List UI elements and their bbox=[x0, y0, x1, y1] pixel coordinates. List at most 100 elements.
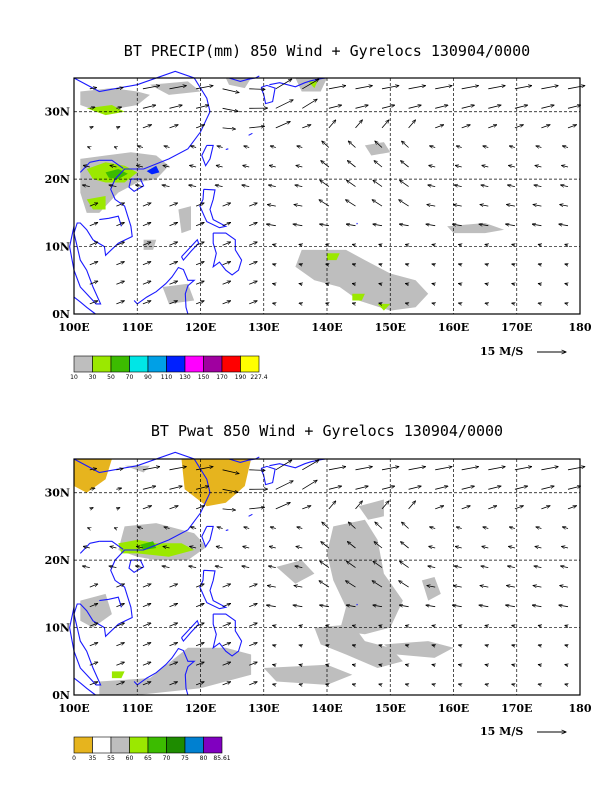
shade-patch bbox=[80, 88, 150, 112]
colorbar-label: 55 bbox=[107, 755, 115, 762]
wind-vector bbox=[242, 566, 250, 568]
shade-patch bbox=[178, 206, 191, 234]
wind-vector bbox=[565, 684, 568, 685]
wind-vector bbox=[352, 284, 355, 285]
wind-vector bbox=[116, 88, 123, 89]
wind-vector bbox=[142, 662, 151, 666]
wind-vector bbox=[481, 566, 489, 568]
wind-vector bbox=[142, 643, 151, 647]
wind-vector bbox=[295, 566, 303, 568]
wind-vector bbox=[142, 301, 151, 305]
coastline bbox=[73, 677, 96, 696]
wind-vector bbox=[565, 625, 568, 626]
wind-vector bbox=[405, 303, 408, 304]
wind-vector bbox=[195, 223, 204, 227]
wind-vector bbox=[328, 501, 336, 510]
coastline bbox=[69, 607, 102, 686]
wind-vector bbox=[142, 203, 151, 207]
wind-vector bbox=[142, 223, 151, 227]
wind-vector bbox=[561, 566, 569, 568]
wind-vector bbox=[512, 684, 515, 685]
wind-vector bbox=[89, 88, 97, 89]
wind-vector bbox=[169, 623, 178, 627]
wind-vector bbox=[562, 165, 569, 167]
wind-vector bbox=[373, 224, 383, 226]
wind-vector bbox=[485, 284, 488, 285]
colorbar-swatch bbox=[129, 355, 149, 373]
wind-vector bbox=[116, 262, 124, 266]
wind-vector bbox=[142, 682, 151, 686]
wind-vector bbox=[169, 86, 187, 90]
wind-vector bbox=[408, 120, 416, 129]
y-tick-label: 30N bbox=[45, 106, 70, 119]
wind-vector bbox=[222, 623, 231, 627]
wind-vector bbox=[249, 242, 257, 246]
wind-vector bbox=[299, 684, 302, 685]
wind-vector bbox=[267, 205, 276, 207]
wind-vector bbox=[273, 645, 276, 646]
wind-vector bbox=[196, 486, 209, 490]
wind-vector bbox=[565, 303, 568, 304]
wind-vector bbox=[293, 224, 303, 226]
wind-vector bbox=[195, 203, 204, 207]
wind-vector bbox=[559, 224, 569, 226]
wind-vector bbox=[222, 662, 231, 666]
wind-vector bbox=[459, 645, 462, 646]
wind-vector bbox=[136, 185, 143, 187]
wind-vector bbox=[402, 141, 409, 148]
wind-vector bbox=[142, 125, 152, 129]
wind-vector bbox=[217, 527, 223, 529]
y-tick-label: 20N bbox=[45, 173, 70, 186]
wind-vector bbox=[399, 605, 409, 607]
wind-vector bbox=[479, 224, 489, 226]
wind-vector bbox=[222, 88, 239, 93]
wind-vector bbox=[169, 584, 178, 588]
wind-vector bbox=[242, 185, 250, 187]
y-tick-label: 30N bbox=[45, 487, 70, 500]
colorbar-label: 227.4 bbox=[250, 374, 267, 381]
colorbar-label: 85.61 bbox=[213, 755, 230, 762]
wind-vector bbox=[169, 203, 178, 207]
coastline bbox=[181, 619, 200, 643]
wind-vector bbox=[302, 480, 317, 490]
wind-vector bbox=[116, 127, 119, 128]
wind-vector bbox=[142, 604, 151, 608]
shade-patch bbox=[263, 664, 353, 685]
wind-vector bbox=[216, 165, 223, 167]
wind-vector bbox=[267, 605, 276, 607]
y-tick-label: 10N bbox=[45, 622, 70, 635]
wind-vector bbox=[222, 643, 231, 647]
wind-vector bbox=[435, 125, 444, 129]
wind-vector bbox=[137, 527, 144, 529]
wind-vector bbox=[512, 645, 515, 646]
shade-patch bbox=[358, 499, 384, 520]
wind-vector bbox=[408, 86, 426, 90]
chart-title-1: BT PRECIP(mm) 850 Wind + Gyrelocs 130904… bbox=[124, 42, 530, 60]
wind-vector bbox=[299, 645, 302, 646]
wind-vector bbox=[381, 467, 399, 471]
coastline bbox=[212, 613, 243, 657]
wind-vector bbox=[432, 244, 435, 245]
wind-vector bbox=[402, 522, 409, 529]
wind-vector bbox=[222, 242, 231, 246]
wind-vector bbox=[249, 301, 257, 305]
wind-vector bbox=[321, 161, 330, 168]
wind-vector bbox=[427, 205, 436, 207]
wind-vector bbox=[508, 165, 515, 167]
wind-vector bbox=[405, 645, 408, 646]
wind-vector bbox=[299, 284, 302, 285]
wind-vector bbox=[249, 682, 257, 686]
wind-vector bbox=[136, 566, 143, 568]
colorbar-swatch bbox=[73, 736, 93, 754]
y-tick-label: 0N bbox=[52, 689, 70, 702]
wind-vector bbox=[541, 86, 558, 90]
colorbar-swatch bbox=[203, 736, 223, 754]
wind-vector bbox=[302, 125, 311, 129]
wind-vector bbox=[163, 165, 170, 167]
wind-vector bbox=[565, 244, 568, 245]
wind-vector bbox=[275, 79, 292, 90]
wind-vector bbox=[533, 586, 542, 588]
wind-vector bbox=[408, 467, 426, 471]
wind-vector bbox=[142, 86, 160, 90]
